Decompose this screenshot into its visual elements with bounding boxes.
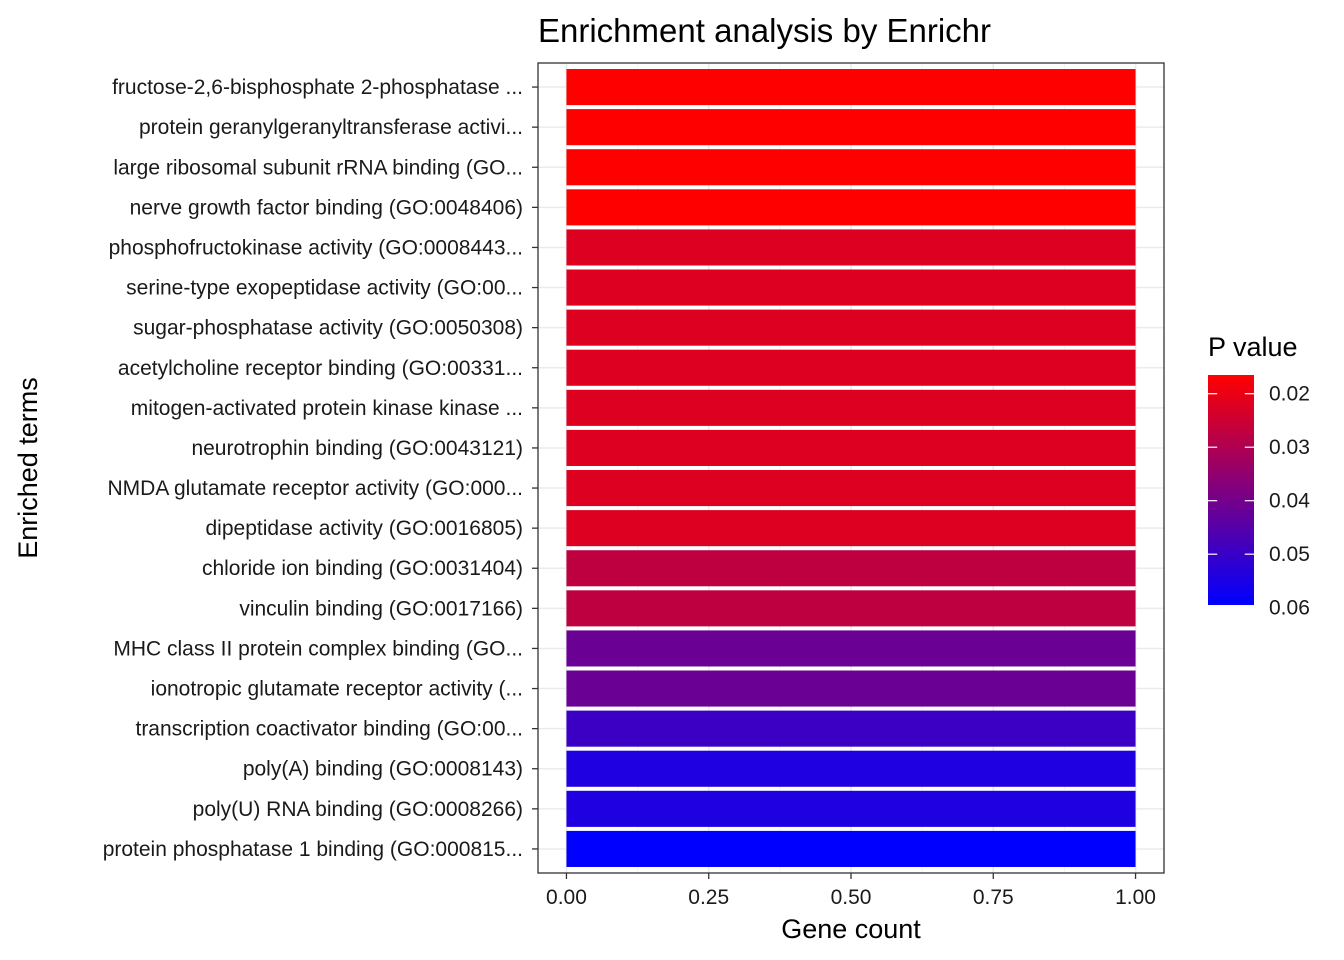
x-axis-title: Gene count (781, 914, 921, 944)
y-tick-label: chloride ion binding (GO:0031404) (202, 557, 523, 580)
y-axis-ticks: fructose-2,6-bisphosphate 2-phosphatase … (103, 76, 538, 861)
bars (566, 69, 1136, 867)
bar (566, 349, 1136, 386)
legend-ticks: 0.02 0.03 0.04 0.05 0.06 (1208, 383, 1310, 620)
y-tick-label: sugar-phosphatase activity (GO:0050308) (133, 317, 523, 340)
bar (566, 189, 1136, 226)
legend: P value 0.02 0.03 0.04 0.05 0.06 (1208, 332, 1310, 620)
y-tick-label: fructose-2,6-bisphosphate 2-phosphatase … (112, 76, 523, 99)
x-tick-label: 0.75 (973, 886, 1014, 909)
legend-tick-label: 0.06 (1269, 597, 1310, 620)
bar (566, 790, 1136, 827)
bar (566, 510, 1136, 547)
y-tick-label: mitogen-activated protein kinase kinase … (131, 397, 523, 420)
chart-title: Enrichment analysis by Enrichr (538, 12, 991, 49)
bar (566, 149, 1136, 186)
x-tick-label: 0.00 (546, 886, 587, 909)
y-axis-title: Enriched terms (13, 377, 43, 559)
y-tick-label: dipeptidase activity (GO:0016805) (205, 517, 523, 540)
bar (566, 830, 1136, 867)
bar (566, 470, 1136, 507)
y-tick-label: large ribosomal subunit rRNA binding (GO… (113, 156, 523, 179)
bar (566, 670, 1136, 707)
y-tick-label: poly(A) binding (GO:0008143) (243, 758, 523, 781)
legend-tick-label: 0.02 (1269, 383, 1310, 406)
legend-colorbar (1208, 375, 1254, 605)
legend-tick-label: 0.03 (1269, 436, 1310, 459)
y-tick-label: serine-type exopeptidase activity (GO:00… (126, 277, 523, 300)
y-tick-label: acetylcholine receptor binding (GO:00331… (118, 357, 523, 380)
y-tick-label: neurotrophin binding (GO:0043121) (191, 437, 523, 460)
bar (566, 269, 1136, 306)
bar (566, 389, 1136, 426)
y-tick-label: ionotropic glutamate receptor activity (… (151, 678, 523, 701)
y-tick-label: transcription coactivator binding (GO:00… (135, 718, 523, 741)
y-tick-label: phosphofructokinase activity (GO:0008443… (109, 236, 523, 259)
bar (566, 750, 1136, 787)
bar (566, 69, 1136, 106)
y-tick-label: nerve growth factor binding (GO:0048406) (130, 196, 523, 219)
legend-tick-label: 0.04 (1269, 490, 1310, 513)
x-tick-label: 1.00 (1115, 886, 1156, 909)
y-tick-label: poly(U) RNA binding (GO:0008266) (193, 798, 523, 821)
y-tick-label: NMDA glutamate receptor activity (GO:000… (108, 477, 524, 500)
x-tick-label: 0.50 (831, 886, 872, 909)
bar (566, 229, 1136, 266)
bar (566, 710, 1136, 747)
bar (566, 429, 1136, 466)
x-axis-ticks: 0.00 0.25 0.50 0.75 1.00 (546, 873, 1156, 909)
legend-title: P value (1208, 332, 1298, 362)
y-tick-label: protein phosphatase 1 binding (GO:000815… (103, 838, 523, 861)
bar (566, 630, 1136, 667)
legend-tick-label: 0.05 (1269, 543, 1310, 566)
y-tick-label: vinculin binding (GO:0017166) (239, 597, 523, 620)
y-tick-label: MHC class II protein complex binding (GO… (113, 637, 523, 660)
y-tick-label: protein geranylgeranyltransferase activi… (139, 116, 523, 139)
bar (566, 309, 1136, 346)
bar (566, 109, 1136, 146)
bar (566, 590, 1136, 627)
bar (566, 550, 1136, 587)
x-tick-label: 0.25 (688, 886, 729, 909)
